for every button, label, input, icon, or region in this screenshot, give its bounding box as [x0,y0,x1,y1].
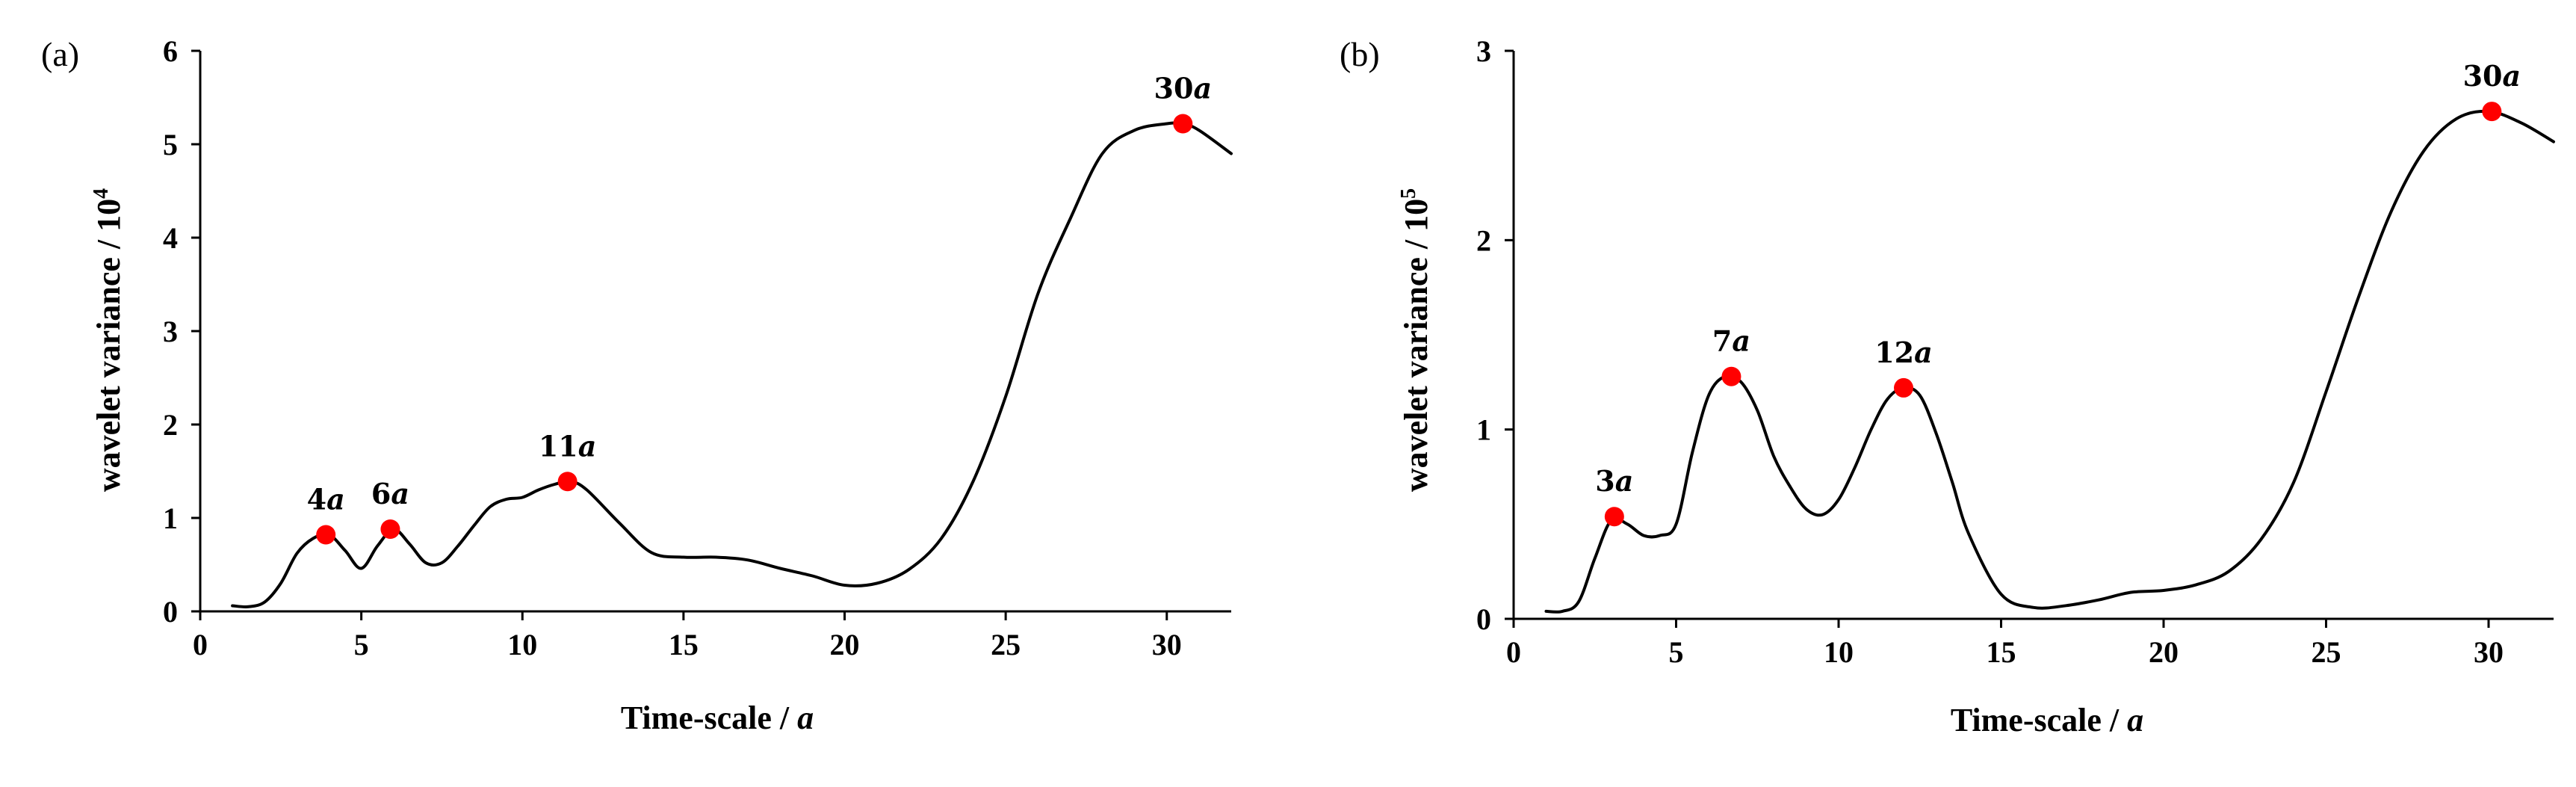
peak-marker [1721,366,1741,386]
peak-label: 30a [1154,72,1213,105]
x-axis-title: Time-scale / a [1951,702,2143,738]
y-axis-title: wavelet variance / 104 [90,188,127,492]
peak-label-number: 12 [1874,336,1914,369]
y-axis-title-exponent: 5 [1397,188,1420,199]
peak-label-unit: a [1914,336,1933,369]
peak-marker [380,519,400,539]
peak-label: 4a [307,483,345,516]
x-tick-label: 10 [1824,635,1854,669]
y-tick-label: 6 [163,34,178,68]
peak-label: 30a [2463,59,2521,93]
x-tick-label: 25 [2312,635,2341,669]
x-axis-title-text: Time-scale / [621,700,797,736]
y-axis-title-text: wavelet variance / 10 [90,199,127,492]
peak-label-unit: a [1193,72,1212,105]
peak-label: 6a [371,477,409,510]
peak-marker [1604,507,1624,527]
peak-label-unit: a [1615,464,1634,498]
x-axis-title: Time-scale / a [621,700,814,736]
peak-marker [1894,377,1913,398]
peak-label-number: 30 [2463,59,2503,93]
x-axis-title-unit: a [797,700,814,736]
peak-label-number: 4 [307,483,326,516]
y-axis-title: wavelet variance / 105 [1397,188,1434,492]
peak-label-unit: a [2502,59,2521,93]
x-tick-label: 20 [2149,635,2179,669]
y-tick-label: 0 [1476,602,1491,636]
axes: 0 5 10 15 20 25 30 0 1 2 3 4 5 6 [163,34,1231,661]
x-tick-label: 15 [669,628,699,661]
peak-label-number: 11 [539,429,578,463]
peak-label: 3a [1595,464,1633,498]
x-axis-title-unit: a [2127,702,2143,738]
y-tick-label: 1 [163,501,178,535]
x-tick-label: 5 [1669,635,1684,669]
y-tick-label: 3 [1476,34,1491,68]
peak-marker [2482,102,2502,122]
peak-label-unit: a [578,429,597,463]
peak-marker [1173,114,1193,134]
x-tick-label: 15 [1987,635,2016,669]
peak-label-number: 30 [1154,72,1194,105]
x-tick-label: 0 [193,628,208,661]
peak-label-unit: a [326,483,345,516]
y-tick-label: 1 [1476,413,1491,447]
peak-label-unit: a [391,477,409,510]
peak-label-number: 7 [1712,324,1732,358]
peak-label-number: 3 [1595,464,1614,498]
peak-label-number: 6 [371,477,391,510]
x-tick-label: 30 [2474,635,2504,669]
y-tick-label: 4 [163,221,178,255]
x-tick-label: 20 [830,628,860,661]
y-tick-label: 5 [163,128,178,161]
y-axis-title-exponent: 4 [90,188,113,199]
y-tick-label: 2 [1476,223,1491,257]
y-axis-title-text: wavelet variance / 10 [1398,199,1434,492]
x-tick-label: 5 [354,628,369,661]
series-line [231,121,1233,608]
x-tick-label: 10 [507,628,537,661]
series-line [1544,109,2555,614]
peak-marker [316,525,336,545]
panel-letter: (a) [41,35,79,73]
panel-letter: (b) [1340,35,1380,73]
y-tick-label: 0 [163,595,178,629]
peak-label: 11a [539,429,597,463]
x-axis-title-text: Time-scale / [1951,702,2127,738]
peak-label-unit: a [1732,324,1750,358]
y-tick-label: 3 [163,315,178,348]
x-tick-label: 0 [1506,635,1521,669]
x-tick-label: 30 [1152,628,1182,661]
y-tick-label: 2 [163,408,178,442]
peak-label: 12a [1874,336,1933,369]
x-tick-label: 25 [991,628,1021,661]
peak-label: 7a [1712,324,1750,358]
peak-marker [557,472,578,492]
